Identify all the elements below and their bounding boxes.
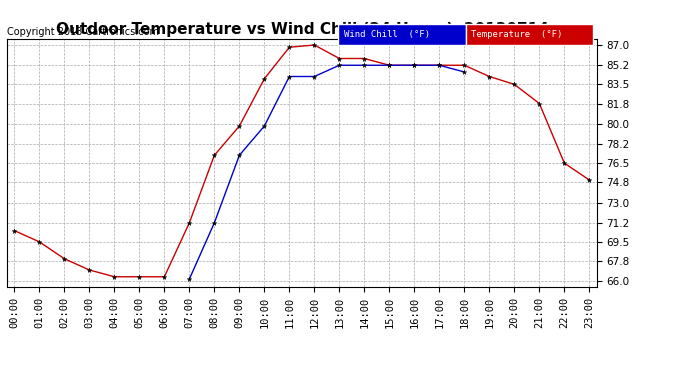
- Text: Copyright 2013 Cartronics.com: Copyright 2013 Cartronics.com: [7, 27, 159, 37]
- Text: Temperature  (°F): Temperature (°F): [471, 30, 562, 39]
- Text: Wind Chill  (°F): Wind Chill (°F): [344, 30, 430, 39]
- Title: Outdoor Temperature vs Wind Chill (24 Hours)  20130714: Outdoor Temperature vs Wind Chill (24 Ho…: [55, 22, 549, 37]
